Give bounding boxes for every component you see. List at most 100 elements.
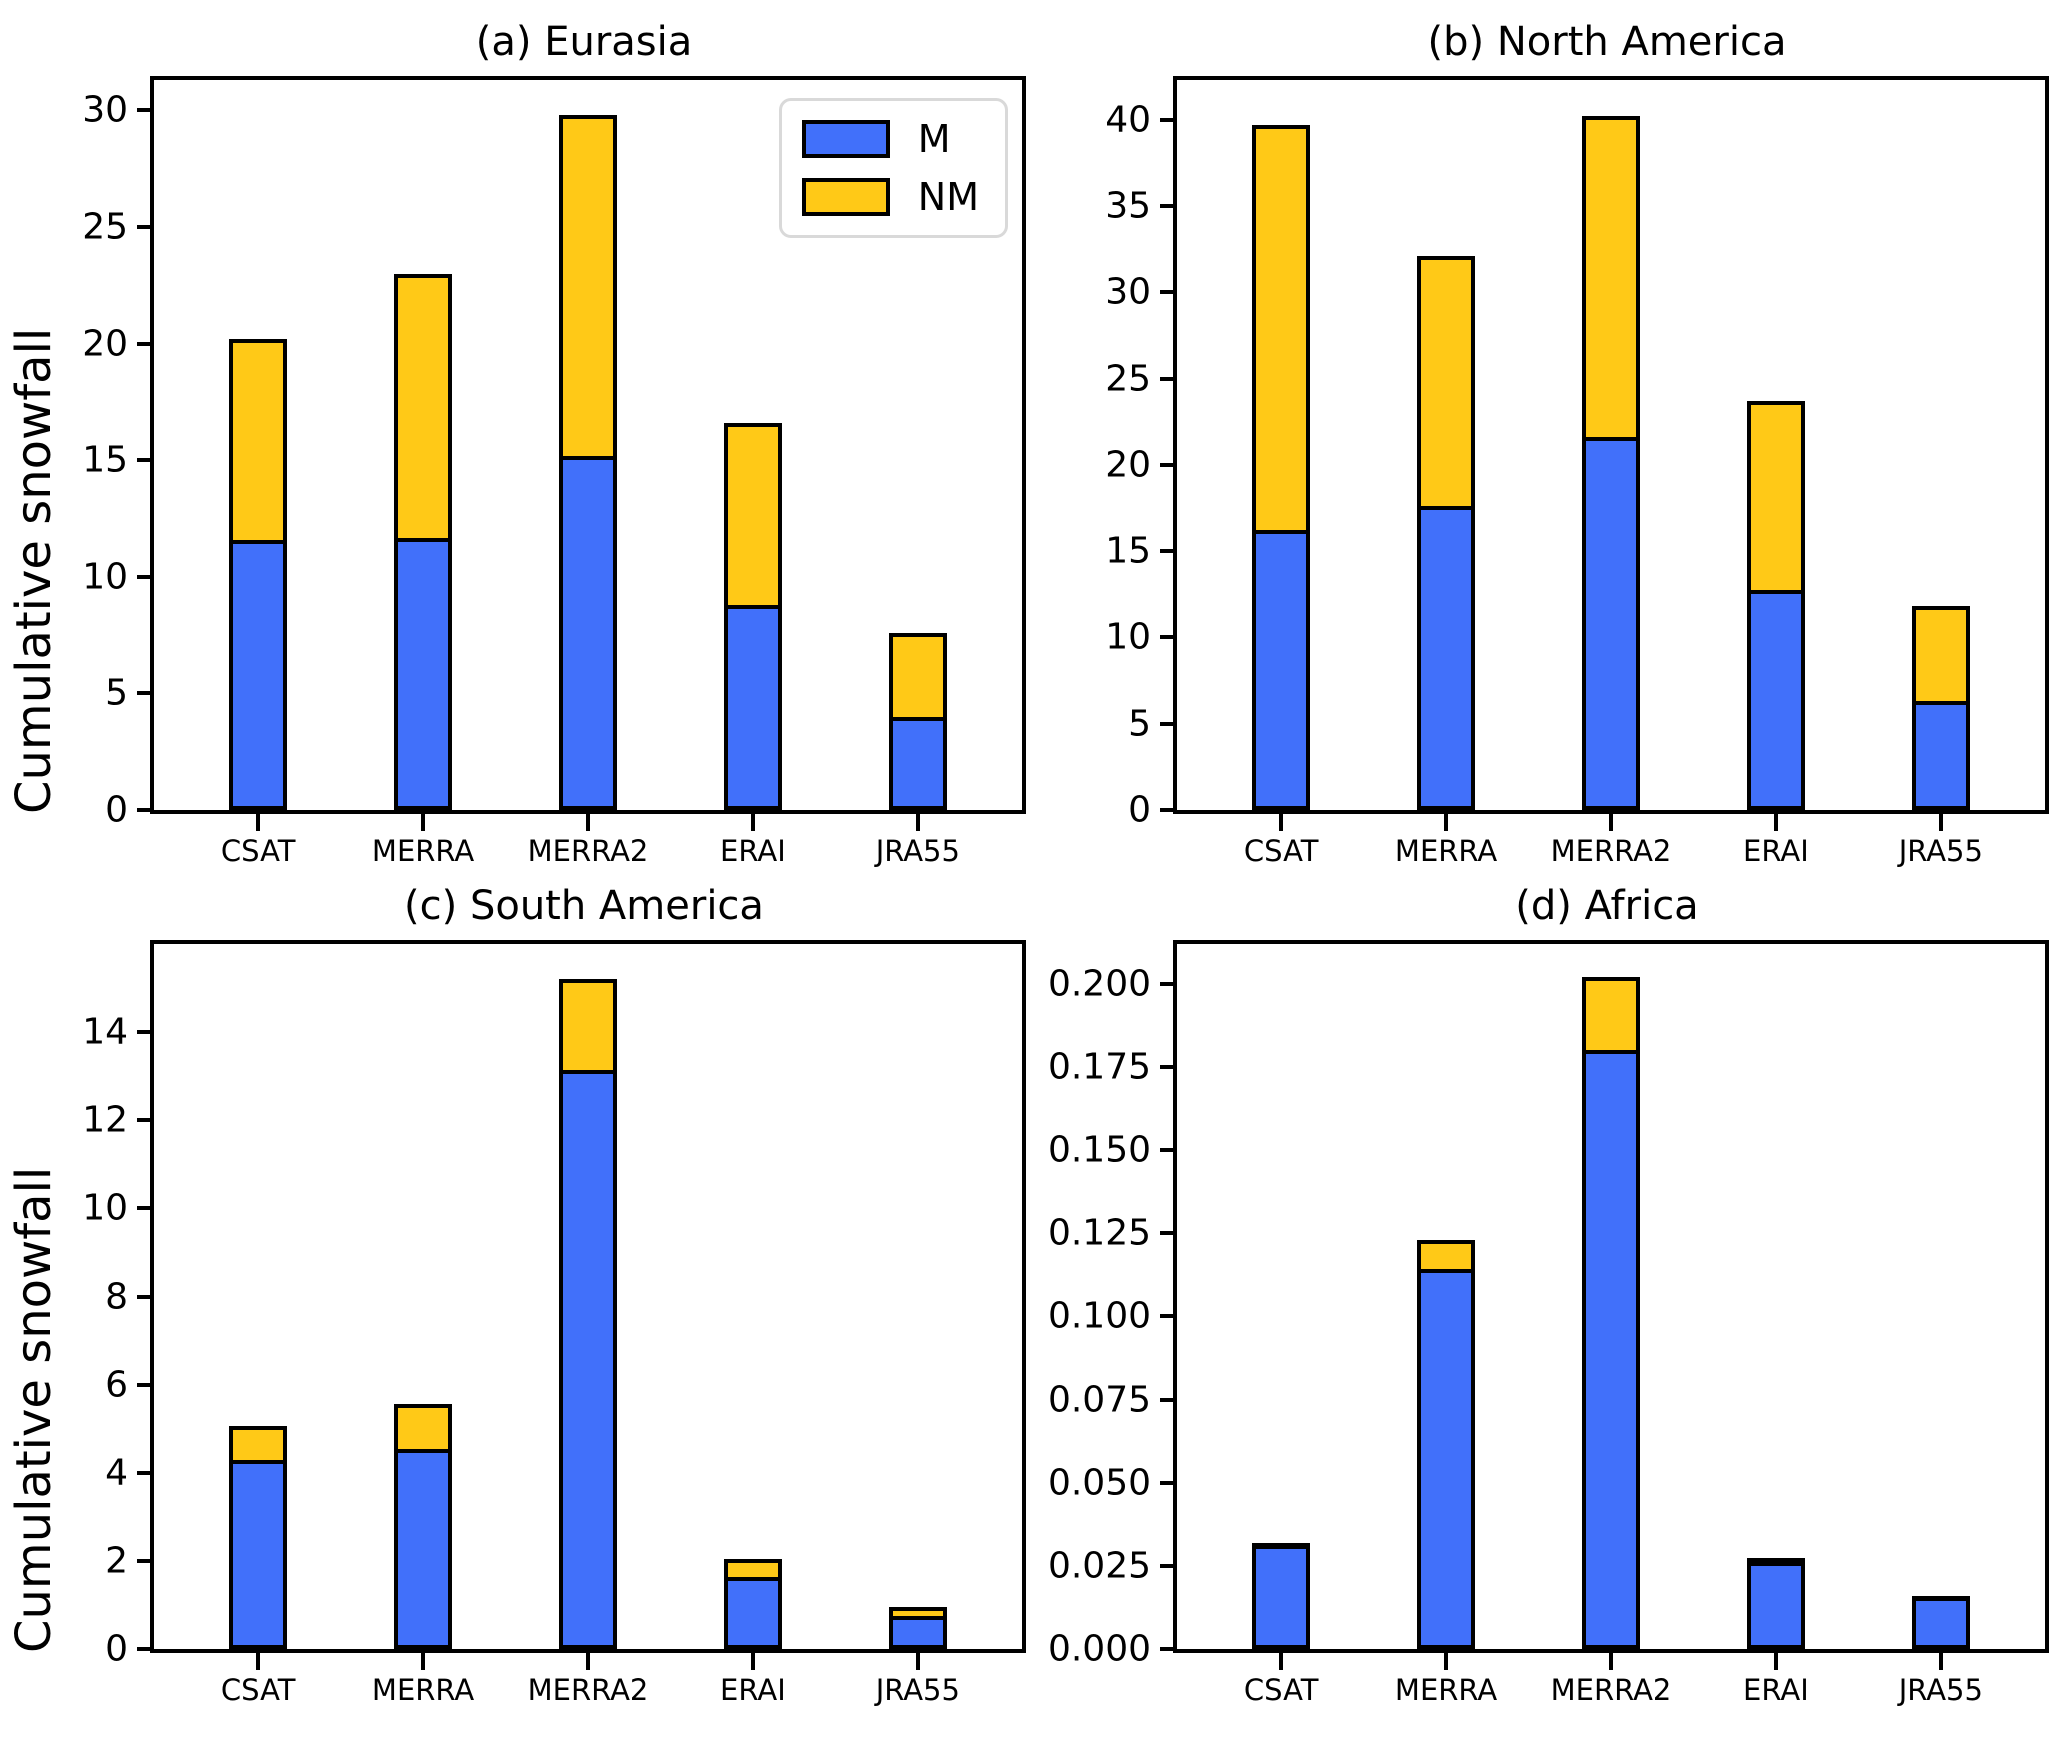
stacked-bar-csat — [229, 1426, 287, 1649]
y-tick-mark — [1160, 1480, 1173, 1485]
plot-area-eurasia: M NM 0 5 10 15 20 25 30 CSAT MERRA MERRA2 ERAI JRA5… — [82, 76, 1026, 868]
subplot-africa: (d) Africa 0.000 0.025 0.050 0.075 0.100 0.12… — [1033, 880, 2067, 1719]
stacked-bar-erai — [1747, 401, 1805, 810]
y-tick-label: 0 — [1128, 789, 1151, 831]
plot-row-africa: 0.000 0.025 0.050 0.075 0.100 0.125 0.150 0.175… — [1033, 940, 2067, 1707]
legend: M NM — [778, 98, 1008, 238]
y-tick-label: 30 — [1105, 271, 1151, 313]
x-tick-mark — [1444, 814, 1448, 831]
bar-m-segment — [1421, 506, 1471, 806]
y-tick-mark — [137, 1382, 150, 1387]
y-tick-label: 25 — [1105, 358, 1151, 400]
y-tick-mark — [137, 1118, 150, 1123]
y-tick-mark — [1160, 1647, 1173, 1651]
stacked-bar-merra — [394, 1404, 452, 1649]
plot-row-north-america: 0 5 10 15 20 25 30 35 40 CSAT MERRA MERRA2 ERAI JRA55 — [1033, 76, 2067, 868]
legend-swatch-nm-icon — [801, 178, 890, 216]
x-tick-label-csat: CSAT — [1243, 834, 1319, 868]
bar-m-segment — [563, 456, 613, 806]
bar-m-segment — [1586, 1050, 1636, 1645]
legend-entry-nm: NM — [801, 175, 979, 219]
y-tick-label: 0.175 — [1047, 1046, 1151, 1088]
bar-m-segment — [893, 717, 943, 806]
x-tick-label-merra2: MERRA2 — [527, 1673, 649, 1707]
bar-m-segment — [398, 1449, 448, 1645]
x-tick-mark — [1939, 814, 1943, 831]
x-tick-mark — [421, 1653, 425, 1670]
plot-area-north-america: 0 5 10 15 20 25 30 35 40 CSAT MERRA MERRA2 ERAI JRA55 — [1105, 76, 2049, 868]
subplot-south-america: (c) South America Cumulative snowfall 0 2… — [0, 880, 1033, 1719]
plot-area-south-america: 0 2 4 6 8 10 12 14 CSAT MERRA MERRA2 ERAI JRA55 — [82, 940, 1026, 1707]
x-tick-label-jra55: JRA55 — [1898, 1673, 1983, 1707]
y-tick-label: 10 — [82, 556, 128, 598]
y-tick-label: 15 — [82, 439, 128, 481]
y-tick-label: 0.125 — [1047, 1212, 1151, 1254]
y-tick-mark — [137, 574, 150, 579]
y-tick-mark — [137, 1470, 150, 1475]
y-tick-label: 0.000 — [1047, 1628, 1151, 1670]
y-tick-mark — [137, 808, 150, 812]
stacked-bar-erai — [1747, 1558, 1805, 1649]
bar-m-segment — [1421, 1269, 1471, 1645]
bar-m-segment — [1586, 437, 1636, 806]
stacked-bar-merra2 — [559, 115, 617, 810]
y-tick-mark — [1160, 1148, 1173, 1153]
y-tick-mark — [1160, 549, 1173, 554]
legend-swatch-m-icon — [801, 120, 890, 158]
x-tick-mark — [1774, 1653, 1778, 1670]
x-tick-label-erai: ERAI — [1743, 834, 1809, 868]
stacked-bar-csat — [1252, 125, 1310, 810]
y-tick-mark — [137, 691, 150, 696]
y-tick-label: 0.050 — [1047, 1462, 1151, 1504]
subplot-north-america: (b) North America 0 5 10 15 20 25 30 35 40 CSAT ME… — [1033, 16, 2067, 880]
x-tick-mark — [1939, 1653, 1943, 1670]
bar-m-segment — [1751, 590, 1801, 806]
x-tick-label-merra: MERRA — [1394, 834, 1498, 868]
y-tick-label: 10 — [1105, 616, 1151, 658]
bar-m-segment — [233, 1460, 283, 1645]
x-tick-mark — [1444, 1653, 1448, 1670]
x-tick-mark — [256, 814, 260, 831]
x-tick-label-merra2: MERRA2 — [1550, 834, 1672, 868]
y-tick-mark — [1160, 117, 1173, 122]
y-tick-mark — [1160, 376, 1173, 381]
stacked-bar-merra — [394, 274, 452, 810]
y-tick-mark — [137, 108, 150, 113]
stacked-bar-merra2 — [559, 979, 617, 1649]
y-axis-label: Cumulative snowfall — [6, 327, 62, 814]
bar-m-segment — [1916, 1597, 1966, 1645]
x-tick-mark — [1609, 814, 1613, 831]
x-tick-mark — [916, 1653, 920, 1670]
stacked-bar-merra2 — [1582, 977, 1640, 1649]
y-tick-label: 0 — [105, 1628, 128, 1670]
x-tick-mark — [1279, 814, 1283, 831]
y-tick-mark — [137, 1294, 150, 1299]
bar-m-segment — [893, 1616, 943, 1645]
y-tick-mark — [1160, 721, 1173, 726]
y-tick-label: 6 — [105, 1364, 128, 1406]
y-tick-label: 0.075 — [1047, 1379, 1151, 1421]
y-tick-label: 25 — [82, 206, 128, 248]
y-tick-mark — [1160, 1314, 1173, 1319]
subplot-title-south-america: (c) South America — [404, 883, 764, 929]
subplot-title-north-america: (b) North America — [1427, 19, 1787, 65]
y-tick-label: 30 — [82, 89, 128, 131]
y-tick-mark — [1160, 462, 1173, 467]
x-tick-label-erai: ERAI — [1743, 1673, 1809, 1707]
stacked-bar-merra — [1417, 1240, 1475, 1649]
legend-label-nm: NM — [917, 175, 979, 219]
plot-row-south-america: Cumulative snowfall 0 2 4 6 8 10 12 14 CSAT MERRA… — [0, 940, 1033, 1707]
x-tick-label-csat: CSAT — [1243, 1673, 1319, 1707]
x-tick-mark — [421, 814, 425, 831]
bar-m-segment — [233, 540, 283, 806]
x-tick-mark — [1609, 1653, 1613, 1670]
bar-m-segment — [563, 1070, 613, 1645]
legend-label-m: M — [917, 117, 951, 161]
y-tick-label: 12 — [82, 1099, 128, 1141]
bar-m-segment — [1256, 1545, 1306, 1645]
y-tick-label: 4 — [105, 1452, 128, 1494]
legend-entry-m: M — [801, 117, 979, 161]
stacked-bar-jra55 — [889, 633, 947, 810]
y-tick-mark — [137, 1647, 150, 1651]
